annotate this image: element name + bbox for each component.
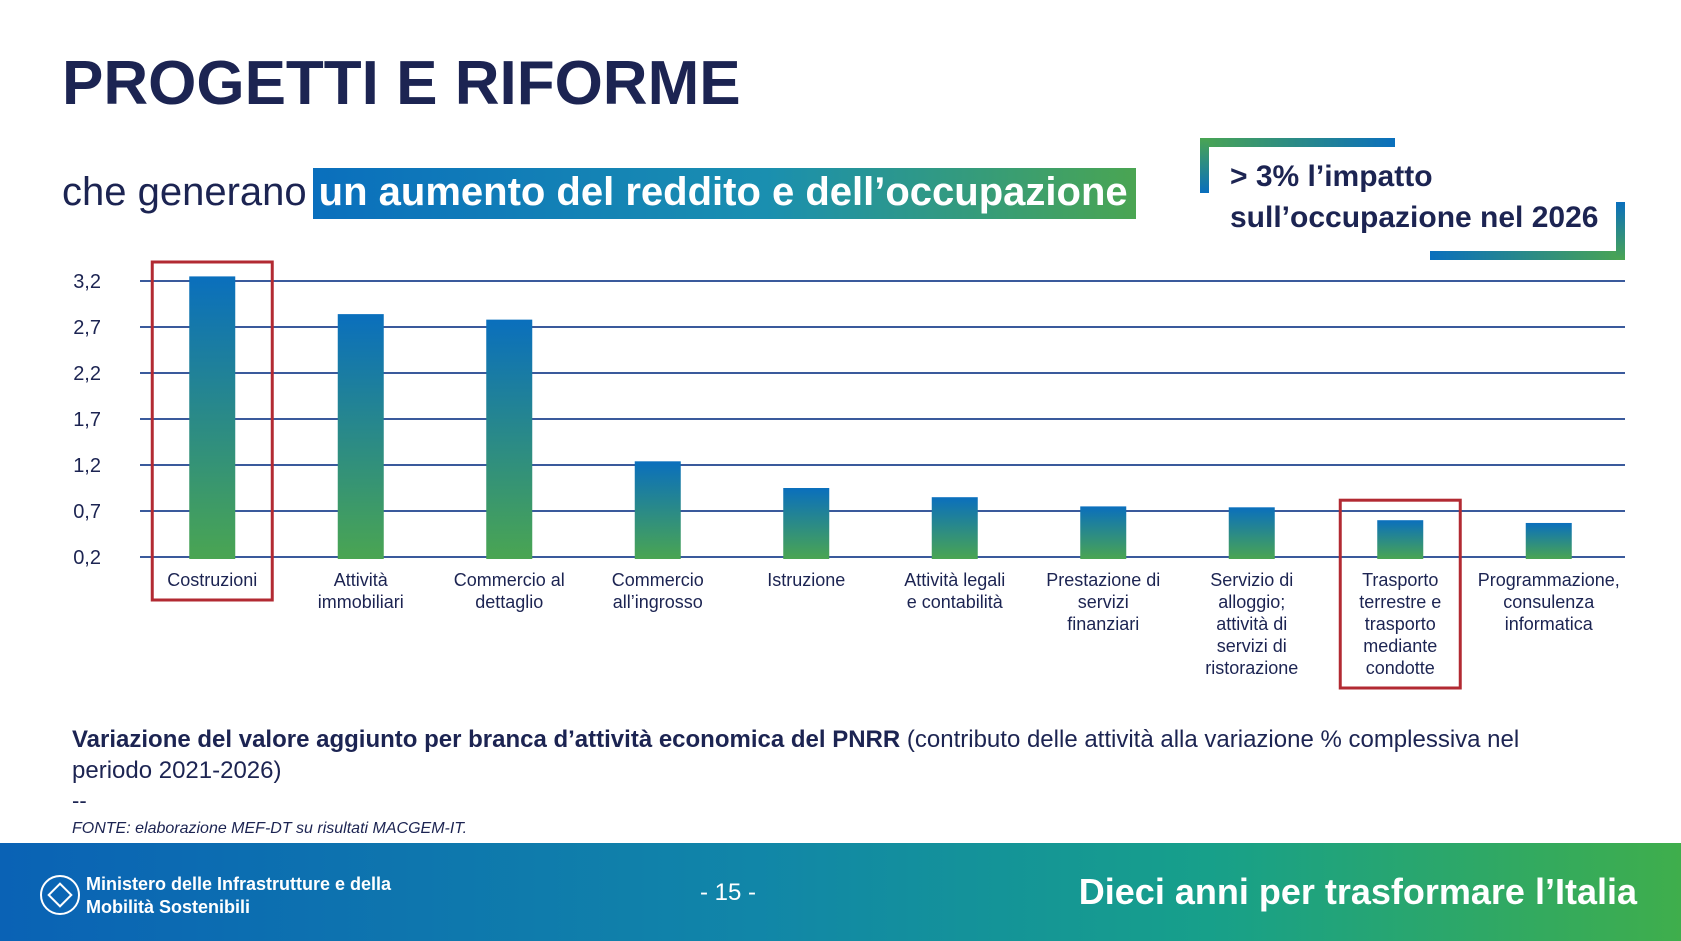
callout-text: > 3% l’impatto sull’occupazione nel 2026	[1230, 156, 1598, 238]
footer-bar: Ministero delle Infrastrutture e della M…	[0, 843, 1681, 941]
x-tick-label: finanziari	[1067, 614, 1139, 634]
callout-bracket	[1430, 251, 1625, 260]
x-tick-label: Istruzione	[767, 570, 845, 590]
x-tick-label: all’ingrosso	[613, 592, 703, 612]
y-tick-label: 1,7	[73, 409, 101, 431]
bar	[1525, 522, 1572, 559]
callout-line-2: sull’occupazione nel 2026	[1230, 201, 1599, 234]
highlight-box	[150, 260, 274, 602]
x-tick-label: Commercio	[612, 570, 704, 590]
bar	[189, 276, 236, 559]
subtitle-highlight: un aumento del reddito e dell’occupazion…	[312, 168, 1136, 219]
bar	[783, 488, 830, 559]
y-tick-label: 0,2	[73, 547, 101, 569]
bar-chart: 3,2 2,7 2,2 1,7 1,2 0,7 0,2 Costruzioni Attività…	[73, 260, 1625, 690]
y-tick-label: 3,2	[73, 271, 101, 293]
callout-bracket	[1200, 138, 1395, 147]
x-tick-label: condotte	[1366, 658, 1435, 678]
bar	[1228, 507, 1275, 559]
bar	[634, 461, 681, 559]
x-tick-label: e contabilità	[907, 592, 1004, 612]
y-tick-label: 2,2	[73, 363, 101, 385]
highlight-box	[1338, 498, 1462, 690]
source-note: FONTE: elaborazione MEF-DT su risultati …	[72, 820, 468, 837]
y-tick-label: 0,7	[73, 501, 101, 523]
x-tick-label: Commercio al	[454, 570, 565, 590]
ministry-line-2: Mobilità Sostenibili	[86, 897, 251, 917]
x-tick-label: terrestre e	[1359, 592, 1441, 612]
x-tick-label: servizi di	[1217, 636, 1287, 656]
bar	[486, 319, 533, 559]
page-title: PROGETTI E RIFORME	[62, 49, 741, 118]
callout-bracket	[1200, 138, 1209, 193]
x-tick-label: dettaglio	[475, 592, 543, 612]
footer-tagline: Dieci anni per trasformare l’Italia	[1078, 871, 1637, 912]
x-tick-label: trasporto	[1365, 614, 1436, 634]
x-tick-label: alloggio;	[1218, 592, 1285, 612]
y-tick-label: 1,2	[73, 455, 101, 477]
x-tick-label: ristorazione	[1205, 658, 1298, 678]
x-tick-label: Servizio di	[1210, 570, 1293, 590]
subtitle: che generano un aumento del reddito e del…	[62, 168, 1136, 219]
caption-bold: Variazione del valore aggiunto per branc…	[72, 726, 901, 753]
ministry-line-1: Ministero delle Infrastrutture e della	[86, 874, 392, 894]
x-tick-label: servizi	[1078, 592, 1129, 612]
bar	[931, 497, 978, 559]
callout-line-1: > 3% l’impatto	[1230, 160, 1433, 193]
callout-bracket	[1616, 202, 1625, 260]
x-tick-label: Attività legali	[904, 570, 1005, 590]
x-tick-label: Programmazione,	[1478, 570, 1620, 590]
bar	[1080, 506, 1127, 559]
x-tick-label: Trasporto	[1362, 570, 1438, 590]
ministry-name: Ministero delle Infrastrutture e della M…	[86, 873, 391, 919]
caption-normal: (contributo delle attività alla variazio…	[72, 726, 1520, 784]
caption-dashes: --	[72, 788, 87, 813]
republic-emblem-icon	[40, 875, 80, 915]
chart-caption: Variazione del valore aggiunto per branc…	[72, 724, 1572, 786]
x-tick-label: informatica	[1505, 614, 1594, 634]
y-tick-label: 2,7	[73, 317, 101, 339]
x-tick-label: Prestazione di	[1046, 570, 1160, 590]
x-tick-label: Attività	[334, 570, 389, 590]
subtitle-plain: che generano	[62, 170, 307, 214]
x-tick-label: immobiliari	[318, 592, 404, 612]
x-tick-label: attività di	[1216, 614, 1287, 634]
bar	[1377, 520, 1424, 559]
x-tick-label: consulenza	[1503, 592, 1595, 612]
x-tick-label: Costruzioni	[167, 570, 257, 590]
bar	[337, 314, 384, 559]
page-number: - 15 -	[700, 879, 757, 906]
impact-callout: > 3% l’impatto sull’occupazione nel 2026	[1200, 138, 1625, 260]
x-tick-label: mediante	[1363, 636, 1437, 656]
